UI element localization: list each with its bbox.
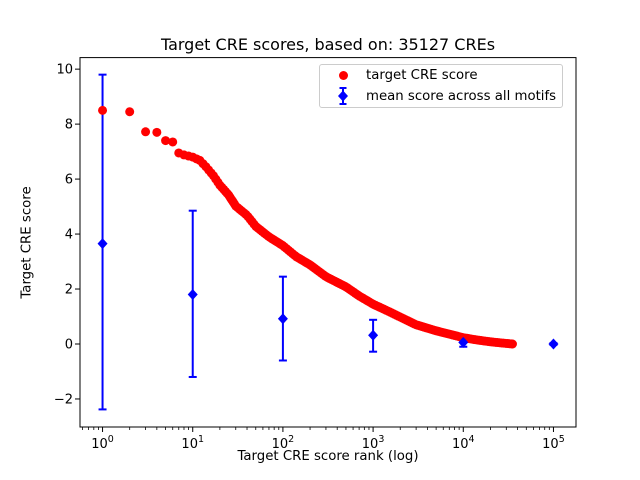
y-tick-label: 2	[65, 283, 73, 298]
mean-score-marker	[97, 238, 108, 250]
x-tick-label: 103	[362, 434, 385, 452]
mean-score-marker	[548, 338, 559, 350]
mean-score-marker	[368, 329, 379, 341]
legend-red-circle-icon	[320, 71, 366, 81]
x-tick-label: 101	[181, 434, 204, 452]
target-score-point	[152, 127, 162, 137]
target-score-point	[125, 107, 135, 117]
mean-score-marker	[277, 313, 288, 325]
legend-entry-target-score: target CRE score	[320, 66, 562, 86]
legend: target CRE score mean score across all m…	[319, 64, 563, 108]
x-tick-label: 104	[452, 434, 475, 452]
mean-score-marker	[187, 289, 198, 301]
legend-entry-mean-score: mean score across all motifs	[320, 86, 562, 106]
y-tick-label: 4	[65, 228, 73, 243]
axes-spines	[79, 57, 577, 428]
x-tick-label: 105	[542, 434, 565, 452]
x-axis-label: Target CRE score rank (log)	[237, 449, 419, 464]
target-score-point	[161, 136, 171, 146]
y-tick-label: −2	[54, 392, 73, 407]
chart-title: Target CRE scores, based on: 35127 CREs	[160, 35, 496, 54]
mean-score-marker	[458, 336, 469, 348]
x-tick-label: 100	[91, 434, 114, 452]
y-tick-label: 10	[56, 63, 73, 78]
target-score-point	[141, 127, 151, 137]
legend-label-target-score: target CRE score	[366, 68, 478, 84]
y-tick-label: 0	[65, 337, 73, 352]
legend-blue-errorbar-diamond-icon	[320, 86, 366, 106]
target-score-point	[168, 137, 178, 147]
x-tick-label: 102	[272, 434, 295, 452]
y-tick-label: 8	[65, 118, 73, 133]
y-tick-label: 6	[65, 173, 73, 188]
target-score-point	[507, 339, 517, 349]
legend-label-mean-score: mean score across all motifs	[366, 88, 557, 104]
target-score-point	[98, 105, 108, 115]
y-axis-label: Target CRE score	[19, 186, 35, 299]
